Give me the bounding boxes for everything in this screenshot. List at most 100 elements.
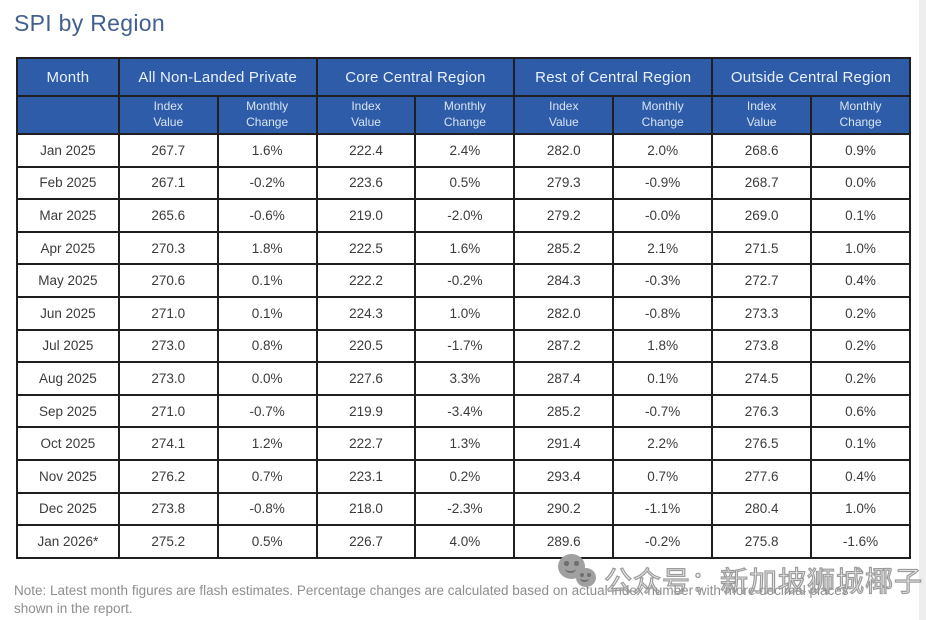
monthly-change-cell: 0.0% xyxy=(216,361,318,396)
monthly-change-cell: 4.0% xyxy=(414,524,516,559)
monthly-change-cell: 1.6% xyxy=(216,133,318,168)
monthly-change-cell: 0.9% xyxy=(810,133,911,168)
monthly-change-cell: 0.1% xyxy=(216,263,318,298)
table-row: May 2025 270.6 0.1% 222.2 -0.2% 284.3 -0… xyxy=(16,263,911,298)
footnote-line-2: shown in the report. xyxy=(14,600,133,616)
monthly-change-cell: 2.0% xyxy=(612,133,714,168)
month-cell: May 2025 xyxy=(16,263,120,298)
monthly-change-cell: 0.0% xyxy=(810,165,911,201)
index-value-cell: 273.0 xyxy=(117,328,219,364)
index-value-cell: 273.8 xyxy=(117,491,219,527)
index-value-cell: 276.5 xyxy=(711,426,813,461)
monthly-change-cell: -0.9% xyxy=(612,165,714,201)
subheader-index-value: Index Value xyxy=(513,95,615,135)
index-value-cell: 284.3 xyxy=(513,263,615,298)
monthly-change-cell: 0.2% xyxy=(810,295,911,331)
monthly-change-cell: 0.2% xyxy=(810,361,911,396)
monthly-change-cell: 0.2% xyxy=(414,458,516,494)
index-value-cell: 270.6 xyxy=(117,263,219,298)
table-row: Jul 2025 273.0 0.8% 220.5 -1.7% 287.2 1.… xyxy=(16,328,911,364)
subheader-monthly-change: Monthly Change xyxy=(414,95,516,135)
index-value-cell: 273.0 xyxy=(117,361,219,396)
table-row: Jan 2026* 275.2 0.5% 226.7 4.0% 289.6 -0… xyxy=(16,524,911,559)
index-value-cell: 276.2 xyxy=(117,458,219,494)
index-value-cell: 287.4 xyxy=(513,361,615,396)
page-title: SPI by Region xyxy=(14,10,165,36)
index-value-cell: 282.0 xyxy=(513,295,615,331)
index-value-cell: 287.2 xyxy=(513,328,615,364)
monthly-change-cell: 0.1% xyxy=(216,295,318,331)
monthly-change-cell: 0.2% xyxy=(810,328,911,364)
index-value-cell: 219.0 xyxy=(315,198,417,233)
index-value-cell: 268.6 xyxy=(711,133,813,168)
monthly-change-cell: 1.8% xyxy=(612,328,714,364)
monthly-change-cell: 0.7% xyxy=(216,458,318,494)
monthly-change-cell: 1.2% xyxy=(216,426,318,461)
month-cell: Mar 2025 xyxy=(16,198,120,233)
monthly-change-cell: 0.7% xyxy=(612,458,714,494)
monthly-change-cell: 0.4% xyxy=(810,458,911,494)
month-cell: Jan 2026* xyxy=(16,524,120,559)
index-value-cell: 276.3 xyxy=(711,393,813,429)
month-cell: Oct 2025 xyxy=(16,426,120,461)
group-header-outside-central-region: Outside Central Region xyxy=(711,57,911,97)
table-row: Oct 2025 274.1 1.2% 222.7 1.3% 291.4 2.2… xyxy=(16,426,911,461)
month-header-cell: Month xyxy=(16,57,120,97)
table-row: Sep 2025 271.0 -0.7% 219.9 -3.4% 285.2 -… xyxy=(16,393,911,429)
group-header-core-central-region: Core Central Region xyxy=(315,57,516,97)
monthly-change-cell: -1.6% xyxy=(810,524,911,559)
index-value-cell: 273.8 xyxy=(711,328,813,364)
month-cell: Nov 2025 xyxy=(16,458,120,494)
subheader-monthly-change: Monthly Change xyxy=(216,95,318,135)
index-value-cell: 223.1 xyxy=(315,458,417,494)
footnote-line-1: Note: Latest month figures are flash est… xyxy=(14,583,849,598)
monthly-change-cell: -0.7% xyxy=(216,393,318,429)
index-value-cell: 226.7 xyxy=(315,524,417,559)
subheader-index-value: Index Value xyxy=(315,95,417,135)
monthly-change-cell: 1.6% xyxy=(414,230,516,266)
index-value-cell: 275.8 xyxy=(711,524,813,559)
month-cell: Apr 2025 xyxy=(16,230,120,266)
spi-region-table: Month All Non-Landed Private Core Centra… xyxy=(16,57,911,559)
index-value-cell: 227.6 xyxy=(315,361,417,396)
group-header-row: Month All Non-Landed Private Core Centra… xyxy=(16,57,911,97)
table-row: Jun 2025 271.0 0.1% 224.3 1.0% 282.0 -0.… xyxy=(16,295,911,331)
monthly-change-cell: 0.1% xyxy=(810,198,911,233)
monthly-change-cell: -2.0% xyxy=(414,198,516,233)
index-value-cell: 271.0 xyxy=(117,393,219,429)
monthly-change-cell: -0.2% xyxy=(414,263,516,298)
subheader-index-value: Index Value xyxy=(117,95,219,135)
table-header: Month All Non-Landed Private Core Centra… xyxy=(16,57,911,135)
monthly-change-cell: 2.1% xyxy=(612,230,714,266)
index-value-cell: 277.6 xyxy=(711,458,813,494)
index-value-cell: 270.3 xyxy=(117,230,219,266)
index-value-cell: 290.2 xyxy=(513,491,615,527)
monthly-change-cell: 1.8% xyxy=(216,230,318,266)
month-cell: Dec 2025 xyxy=(16,491,120,527)
index-value-cell: 282.0 xyxy=(513,133,615,168)
monthly-change-cell: -0.3% xyxy=(612,263,714,298)
table-row: Jan 2025 267.7 1.6% 222.4 2.4% 282.0 2.0… xyxy=(16,133,911,168)
table-row: Aug 2025 273.0 0.0% 227.6 3.3% 287.4 0.1… xyxy=(16,361,911,396)
subheader-monthly-change: Monthly Change xyxy=(810,95,911,135)
index-value-cell: 275.2 xyxy=(117,524,219,559)
index-value-cell: 272.7 xyxy=(711,263,813,298)
index-value-cell: 271.0 xyxy=(117,295,219,331)
group-header-all-non-landed-private: All Non-Landed Private xyxy=(117,57,318,97)
index-value-cell: 219.9 xyxy=(315,393,417,429)
subheader-index-value: Index Value xyxy=(711,95,813,135)
monthly-change-cell: 0.8% xyxy=(216,328,318,364)
subheader-monthly-change: Monthly Change xyxy=(612,95,714,135)
index-value-cell: 274.5 xyxy=(711,361,813,396)
monthly-change-cell: -0.0% xyxy=(612,198,714,233)
monthly-change-cell: 0.5% xyxy=(216,524,318,559)
monthly-change-cell: 1.0% xyxy=(414,295,516,331)
index-value-cell: 224.3 xyxy=(315,295,417,331)
index-value-cell: 267.7 xyxy=(117,133,219,168)
monthly-change-cell: -0.2% xyxy=(216,165,318,201)
index-value-cell: 218.0 xyxy=(315,491,417,527)
index-value-cell: 267.1 xyxy=(117,165,219,201)
monthly-change-cell: 1.0% xyxy=(810,230,911,266)
month-cell: Feb 2025 xyxy=(16,165,120,201)
index-value-cell: 269.0 xyxy=(711,198,813,233)
